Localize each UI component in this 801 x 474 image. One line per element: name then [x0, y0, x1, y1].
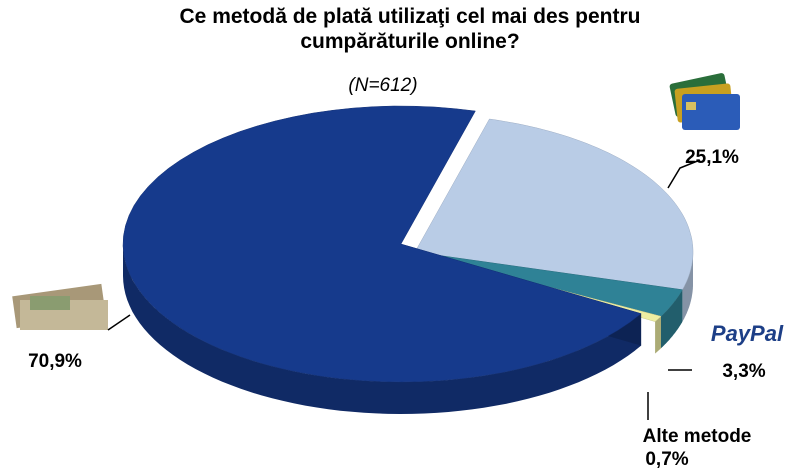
slice-side: [655, 316, 661, 354]
cards-icon: [669, 73, 740, 130]
leaders: [107, 159, 701, 420]
pie: [122, 105, 694, 414]
data-label: 0,7%: [645, 449, 688, 470]
title-box: Ce metodă de plată utilizaţi cel mai des…: [179, 5, 641, 53]
chart-title: Ce metodă de plată utilizaţi cel mai des…: [179, 5, 641, 53]
chart-subtitle: (N=612): [348, 75, 417, 96]
category-label: Alte metode: [643, 426, 752, 447]
data-label: 70,9%: [28, 351, 82, 372]
data-label: 3,3%: [722, 361, 765, 382]
category-label: PayPal: [711, 321, 784, 346]
slice-side: [123, 244, 642, 414]
slice-side: [682, 252, 693, 322]
data-label: 25,1%: [685, 147, 739, 168]
slice-side: [661, 289, 683, 349]
slice: [122, 105, 642, 383]
slice: [414, 118, 694, 290]
cash-icon: [12, 283, 108, 330]
